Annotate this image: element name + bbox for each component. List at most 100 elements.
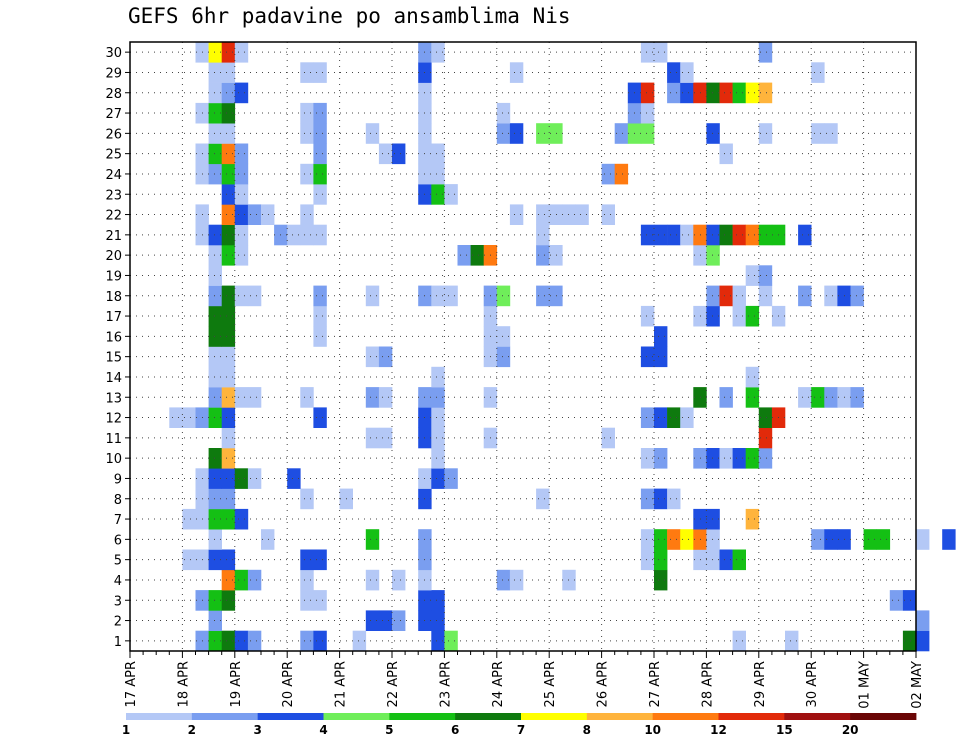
heatmap-cell — [221, 224, 236, 246]
heatmap-cell — [378, 427, 393, 449]
heatmap-cell — [431, 630, 445, 652]
heatmap-cell — [549, 123, 563, 144]
x-tick-label: 28 APR — [700, 661, 715, 707]
heatmap-cell — [614, 163, 629, 185]
heatmap-cell — [313, 407, 327, 428]
heatmap-cell — [496, 326, 511, 347]
y-tick-label: 14 — [105, 371, 122, 386]
heatmap-cell — [654, 529, 668, 550]
x-tick-label: 26 APR — [596, 661, 611, 707]
heatmap-cell — [706, 305, 720, 327]
y-tick-label: 21 — [105, 229, 122, 244]
heatmap-cell — [221, 62, 236, 83]
colorbar-swatch — [191, 713, 259, 720]
heatmap-cell — [300, 102, 314, 124]
heatmap-cell — [732, 224, 746, 246]
heatmap-cell — [431, 143, 445, 165]
heatmap-cell — [208, 265, 222, 286]
heatmap-cell — [221, 102, 236, 124]
colorbar-swatch — [718, 713, 785, 720]
y-tick-label: 30 — [105, 46, 122, 61]
heatmap-cell — [300, 224, 314, 246]
heatmap-cell — [745, 265, 760, 286]
heatmap-cell — [300, 549, 314, 571]
heatmap-cell — [758, 123, 773, 144]
heatmap-cell — [221, 82, 236, 104]
heatmap-cell — [680, 82, 694, 104]
heatmap-cell — [221, 590, 236, 611]
heatmap-cell — [902, 590, 917, 611]
colorbar-swatch — [389, 713, 456, 720]
y-tick-label: 20 — [105, 249, 122, 264]
heatmap-cell — [208, 488, 222, 510]
heatmap-cell — [640, 346, 655, 368]
heatmap-cell — [667, 488, 681, 510]
heatmap-cell — [313, 102, 327, 124]
heatmap-cell — [640, 224, 655, 246]
heatmap-cell — [221, 143, 236, 165]
heatmap-cell — [234, 224, 249, 246]
heatmap-cell — [667, 82, 681, 104]
heatmap-cell — [208, 82, 222, 104]
heatmap-cell — [496, 346, 511, 368]
heatmap-cell — [234, 245, 249, 266]
heatmap-cell — [745, 387, 760, 408]
heatmap-cell — [182, 407, 196, 428]
heatmap-cells — [169, 42, 956, 652]
heatmap-cell — [313, 326, 327, 347]
heatmap-cell — [680, 224, 694, 246]
y-tick-label: 5 — [114, 554, 122, 569]
heatmap-cell — [313, 62, 327, 83]
heatmap-cell — [208, 285, 222, 307]
heatmap-cell — [706, 123, 720, 144]
heatmap-cell — [732, 549, 746, 571]
heatmap-cell — [365, 529, 380, 550]
heatmap-cell — [640, 42, 655, 63]
heatmap-cell — [431, 366, 445, 388]
colorbar-label: 20 — [842, 723, 859, 737]
heatmap-cell — [208, 326, 222, 347]
heatmap-cell — [221, 305, 236, 327]
heatmap-cell — [601, 204, 615, 225]
heatmap-cell — [496, 285, 511, 307]
heatmap-cell — [300, 204, 314, 225]
heatmap-cell — [745, 82, 760, 104]
heatmap-cell — [221, 204, 236, 225]
heatmap-cell — [758, 285, 773, 307]
heatmap-cell — [640, 448, 655, 469]
y-tick-label: 22 — [105, 209, 122, 224]
heatmap-cell — [719, 285, 733, 307]
colorbar-label: 2 — [188, 723, 196, 737]
heatmap-cell — [654, 569, 668, 591]
heatmap-cell — [234, 387, 249, 408]
heatmap-cell — [916, 529, 930, 550]
heatmap-cell — [706, 448, 720, 469]
colorbar-label: 15 — [776, 723, 793, 737]
heatmap-cell — [811, 62, 825, 83]
heatmap-cell — [234, 569, 249, 591]
heatmap-cell — [234, 82, 249, 104]
heatmap-cell — [758, 427, 773, 449]
heatmap-cell — [313, 163, 327, 185]
y-tick-label: 13 — [105, 391, 122, 406]
heatmap-cell — [313, 305, 327, 327]
heatmap-cell — [667, 529, 681, 550]
heatmap-cell — [444, 184, 458, 205]
heatmap-cell — [313, 224, 327, 246]
heatmap-cell — [221, 549, 236, 571]
heatmap-cell — [654, 42, 668, 63]
heatmap-cell — [496, 569, 511, 591]
heatmap-cell — [365, 427, 380, 449]
x-tick-label: 21 APR — [334, 661, 349, 707]
heatmap-cell — [208, 245, 222, 266]
colorbar-label: 3 — [253, 723, 261, 737]
heatmap-cell — [654, 549, 668, 571]
heatmap-cell — [234, 143, 249, 165]
y-tick-label: 29 — [105, 66, 122, 81]
heatmap-cell — [706, 508, 720, 530]
heatmap-cell — [392, 143, 406, 165]
x-tick-label: 29 APR — [753, 661, 768, 707]
y-tick-label: 15 — [105, 351, 122, 366]
heatmap-cell — [208, 508, 222, 530]
heatmap-cell — [365, 610, 380, 631]
